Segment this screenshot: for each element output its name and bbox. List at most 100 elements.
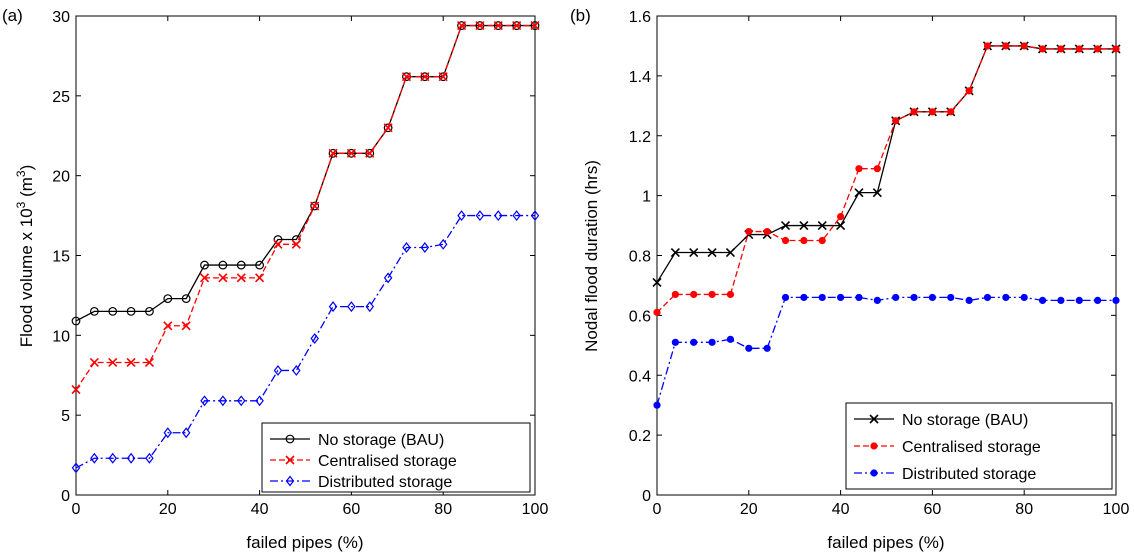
chart-flood-volume: (a) 0 20 40 60 80 100 0 5 10 15 20 25 30 failed pipe… (2, 6, 548, 552)
data-point (365, 148, 375, 158)
data-point (817, 220, 827, 231)
data-point (1075, 296, 1083, 305)
data-point (690, 338, 698, 346)
x-axis-label-b: failed pipes (%) (827, 533, 944, 552)
data-point (310, 333, 319, 345)
data-point (475, 210, 485, 222)
data-point (144, 357, 155, 368)
y-tick-label: 5 (61, 408, 70, 425)
data-point (965, 296, 973, 305)
data-point (255, 395, 264, 407)
data-point (1075, 45, 1083, 53)
data-point (1038, 45, 1047, 53)
y-tick-label: 1.4 (629, 69, 651, 86)
data-point (218, 273, 228, 283)
chart-flood-duration: (b) 0 20 40 60 80 10000.20.40.60.811.21.41.6 … (570, 6, 1129, 552)
y-label-a-rest: (m (17, 177, 36, 202)
data-point (126, 452, 136, 464)
data-point (512, 210, 521, 222)
data-point (1020, 293, 1028, 302)
data-point (1112, 45, 1120, 53)
data-point (347, 301, 356, 313)
series-line (75, 214, 535, 469)
data-point (328, 301, 338, 313)
data-point (690, 290, 698, 299)
data-point (71, 462, 81, 474)
data-point (800, 293, 808, 302)
data-point (689, 247, 699, 258)
data-point (707, 247, 717, 258)
series-distributed-storage (71, 210, 540, 474)
x-tick-label: 0 (72, 501, 81, 518)
data-point (255, 260, 265, 270)
legend-label: Centralised storage (902, 439, 1041, 456)
data-point (218, 260, 228, 270)
data-point (530, 21, 540, 31)
data-point (512, 21, 522, 31)
data-point (438, 238, 448, 250)
data-point (457, 210, 466, 222)
data-point (818, 293, 826, 302)
x-axis-label-a: failed pipes (%) (246, 533, 363, 552)
data-point (236, 273, 246, 283)
data-point (108, 357, 118, 368)
data-point (438, 72, 448, 82)
data-point (965, 87, 973, 95)
data-point (273, 364, 283, 376)
tick-marks-a: 0 20 40 60 80 100 0 5 10 15 20 25 30 (52, 9, 548, 518)
data-point (763, 227, 771, 236)
data-point (199, 273, 210, 283)
data-point (328, 148, 338, 158)
data-point (181, 427, 191, 439)
y-tick-label: 30 (52, 9, 70, 26)
data-point (475, 21, 485, 31)
data-point (836, 212, 845, 221)
data-point (365, 301, 375, 313)
x-tick-label: 0 (653, 501, 662, 518)
data-point (126, 306, 136, 316)
legend-label: No storage (BAU) (318, 432, 444, 449)
legend-item: Centralised storage (270, 453, 457, 470)
series-distributed-storage (653, 293, 1120, 409)
data-point (745, 227, 753, 236)
legend-item: No storage (BAU) (270, 432, 444, 449)
legend-item: No storage (BAU) (854, 412, 1028, 429)
data-point (383, 123, 393, 133)
data-point (1112, 296, 1120, 305)
data-point (983, 42, 992, 50)
y-label-a-sup2: 3 (14, 170, 28, 177)
series-centralised-storage (653, 42, 1120, 316)
data-point (1057, 45, 1065, 53)
data-point (218, 395, 228, 407)
data-point (200, 260, 209, 270)
legend-marker (285, 475, 295, 487)
data-point (836, 220, 846, 231)
data-point (145, 452, 154, 464)
y-tick-label: 0.6 (629, 308, 651, 325)
data-point (126, 357, 136, 368)
x-tick-label: 80 (434, 501, 452, 518)
data-point (873, 165, 881, 173)
x-tick-label: 60 (343, 501, 361, 518)
data-point (163, 427, 173, 439)
data-point (910, 293, 918, 302)
legend-b: No storage (BAU) Centralised storage Distr… (845, 402, 1113, 490)
x-tick-label: 40 (832, 501, 850, 518)
data-point (383, 272, 393, 284)
data-point (494, 210, 503, 222)
data-point (255, 273, 265, 283)
data-point (163, 294, 173, 304)
x-tick-label: 20 (740, 501, 758, 518)
series-centralised-storage (71, 21, 540, 395)
y-tick-label: 0.2 (629, 428, 651, 445)
data-point (310, 201, 320, 211)
legend-label: No storage (BAU) (902, 412, 1028, 429)
data-point (708, 290, 716, 299)
data-point (89, 357, 99, 368)
data-point (1002, 293, 1010, 302)
data-point (780, 220, 791, 231)
data-point (328, 148, 338, 158)
data-point (653, 401, 661, 409)
legend-marker (870, 469, 878, 477)
data-point (872, 188, 882, 198)
